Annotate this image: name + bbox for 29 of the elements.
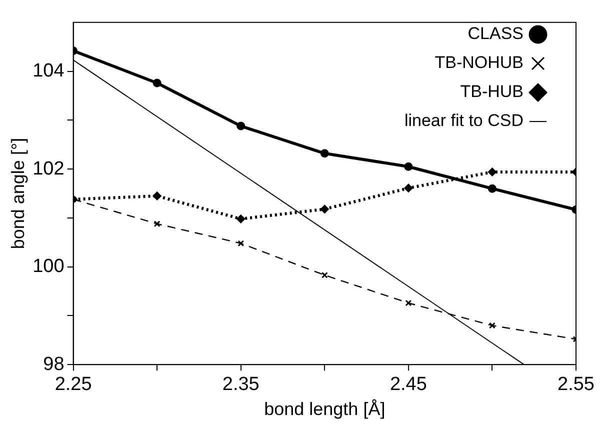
- point: [152, 192, 162, 200]
- legend-label: linear fit to CSD: [404, 111, 524, 130]
- x-axis-title: bond length [Å]: [264, 399, 386, 420]
- legend-label: TB-NOHUB: [434, 53, 524, 72]
- y-axis-title: bond angle [°]: [8, 138, 28, 250]
- point: [488, 184, 496, 193]
- legend-label: CLASS: [468, 24, 524, 44]
- point: [152, 78, 162, 88]
- point: [404, 184, 413, 192]
- legend-label: TB-HUB: [460, 82, 524, 102]
- point: [236, 214, 246, 224]
- point: [488, 168, 496, 176]
- point: [238, 240, 244, 247]
- x-tick-label: 2.35: [222, 374, 260, 396]
- y-tick-label: 102: [32, 158, 64, 180]
- point: [404, 162, 413, 171]
- x-tick-label: 2.55: [558, 374, 594, 396]
- y-tick-label: 100: [32, 256, 64, 278]
- point: [405, 300, 412, 306]
- y-tick-label: 104: [32, 60, 65, 82]
- point: [320, 204, 329, 214]
- point: [320, 149, 329, 158]
- point: [321, 272, 328, 278]
- point: [236, 122, 246, 130]
- x-tick-label: 2.25: [54, 374, 92, 396]
- x-tick-label: 2.45: [390, 374, 427, 396]
- y-tick-label: 98: [43, 354, 64, 375]
- point: [488, 322, 496, 329]
- point: [154, 220, 160, 228]
